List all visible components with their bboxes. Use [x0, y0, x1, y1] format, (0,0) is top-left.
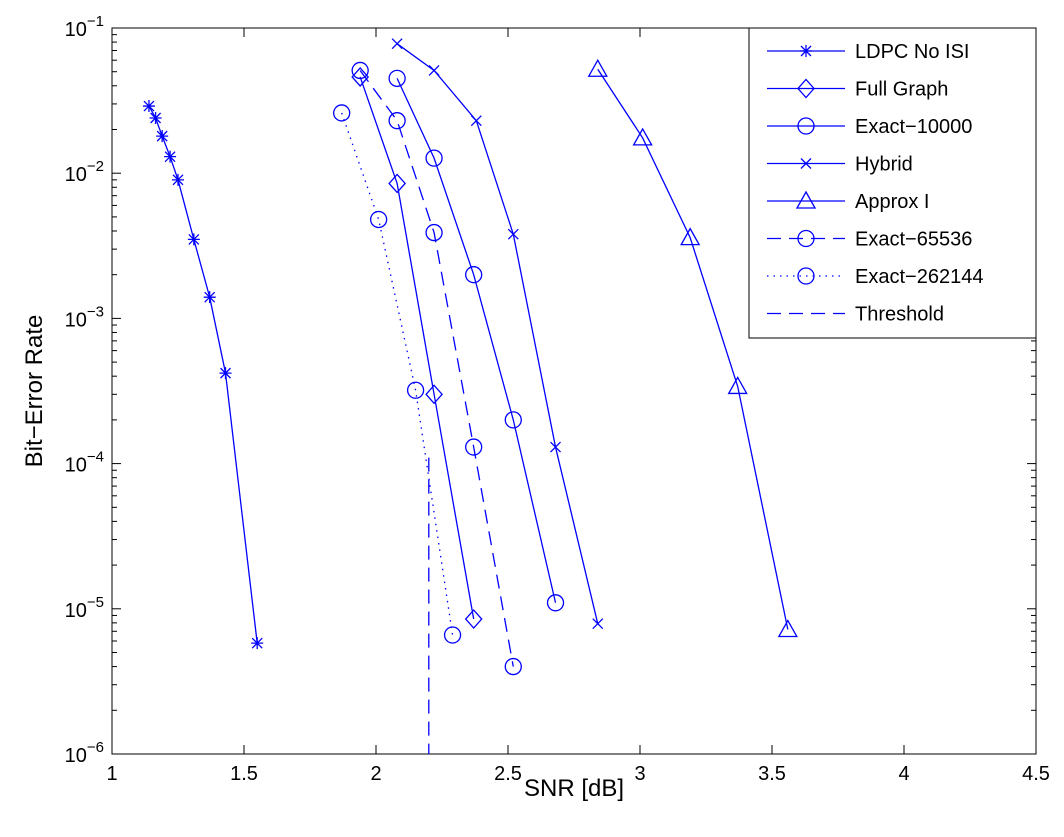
y-axis-title: Bit−Error Rate — [21, 315, 48, 468]
legend-marker — [797, 267, 815, 285]
x-tick-label: 4 — [898, 763, 909, 785]
legend-marker — [797, 78, 815, 99]
legend-marker — [800, 158, 812, 169]
series-3 — [388, 69, 565, 612]
x-tick-label: 2.5 — [494, 763, 522, 785]
data-point — [507, 228, 519, 240]
data-point — [219, 367, 232, 380]
data-point — [592, 618, 604, 630]
data-point — [388, 173, 406, 194]
legend-box — [748, 27, 1037, 339]
data-point — [632, 127, 653, 146]
series-2 — [351, 66, 483, 630]
x-tick-label: 2 — [370, 763, 381, 785]
series-5 — [587, 58, 798, 638]
data-point — [425, 149, 443, 167]
legend-item: Exact−10000 — [767, 116, 972, 138]
x-tick-label: 1.5 — [230, 763, 258, 785]
legend-item: Approx I — [767, 190, 929, 213]
data-point — [388, 112, 406, 130]
legend-label: Hybrid — [855, 154, 913, 176]
data-point — [172, 173, 184, 186]
legend-marker — [795, 190, 817, 209]
legend-marker — [797, 117, 815, 135]
data-point — [465, 438, 483, 456]
series-1 — [142, 100, 264, 650]
x-tick-label: 3 — [634, 763, 645, 785]
legend-label: Exact−10000 — [855, 116, 972, 138]
data-point — [142, 100, 155, 113]
data-point — [369, 210, 388, 229]
legend-item: Threshold — [767, 304, 944, 326]
data-point — [203, 291, 216, 304]
legend-item: LDPC No ISI — [767, 41, 969, 63]
series-7 — [333, 104, 462, 644]
data-point — [443, 626, 462, 644]
data-point — [251, 637, 264, 650]
legend-item: Full Graph — [767, 79, 948, 101]
data-point — [680, 227, 701, 246]
data-point — [333, 104, 351, 122]
legend-label: Full Graph — [855, 79, 948, 101]
y-tick-label: 10−3 — [65, 303, 104, 331]
data-point — [464, 609, 483, 630]
y-tick-label: 10−2 — [65, 158, 104, 186]
data-point — [550, 441, 561, 453]
legend-label: Threshold — [855, 304, 944, 326]
series-line — [396, 78, 557, 603]
series-6 — [351, 61, 522, 676]
data-point — [406, 381, 425, 399]
legend-marker — [797, 229, 815, 248]
legend-label: LDPC No ISI — [855, 41, 969, 63]
data-point — [351, 66, 370, 87]
series-4 — [391, 38, 604, 630]
x-tick-label: 1 — [106, 763, 117, 785]
y-tick-label: 10−5 — [65, 594, 104, 622]
data-point — [546, 594, 565, 612]
data-point — [428, 65, 440, 76]
data-point — [727, 376, 748, 395]
data-point — [156, 130, 169, 143]
data-point — [187, 233, 200, 246]
legend-item: Hybrid — [767, 154, 913, 176]
data-point — [425, 223, 443, 242]
y-tick-label: 10−4 — [65, 449, 104, 477]
x-axis-title: SNR [dB] — [524, 775, 624, 802]
data-point — [504, 411, 522, 429]
x-tick-label: 3.5 — [758, 763, 786, 785]
legend-label: Approx I — [855, 191, 929, 213]
legend-item: Exact−262144 — [767, 266, 983, 288]
data-point — [391, 38, 403, 50]
legend: LDPC No ISI Full Graph Exact−10000 Hybrid Ap… — [748, 27, 1037, 339]
y-tick-label: 10−1 — [65, 13, 104, 41]
data-point — [470, 115, 482, 127]
data-point — [351, 61, 369, 80]
data-point — [465, 266, 483, 284]
y-tick-label: 10−6 — [65, 739, 104, 767]
legend-marker — [800, 45, 812, 57]
data-point — [388, 69, 406, 88]
legend-label: Exact−65536 — [855, 229, 972, 251]
data-point — [777, 619, 798, 638]
data-point — [149, 111, 162, 124]
legend-item: Exact−65536 — [767, 229, 972, 251]
series-line — [396, 43, 599, 624]
series-line — [359, 76, 475, 620]
data-point — [425, 384, 443, 405]
legend-label: Exact−262144 — [855, 266, 983, 288]
data-point — [587, 58, 608, 77]
x-tick-label: 4.5 — [1022, 763, 1050, 785]
series-line — [597, 68, 789, 630]
data-point — [504, 657, 522, 676]
series-line — [359, 70, 514, 667]
data-point — [164, 150, 177, 163]
